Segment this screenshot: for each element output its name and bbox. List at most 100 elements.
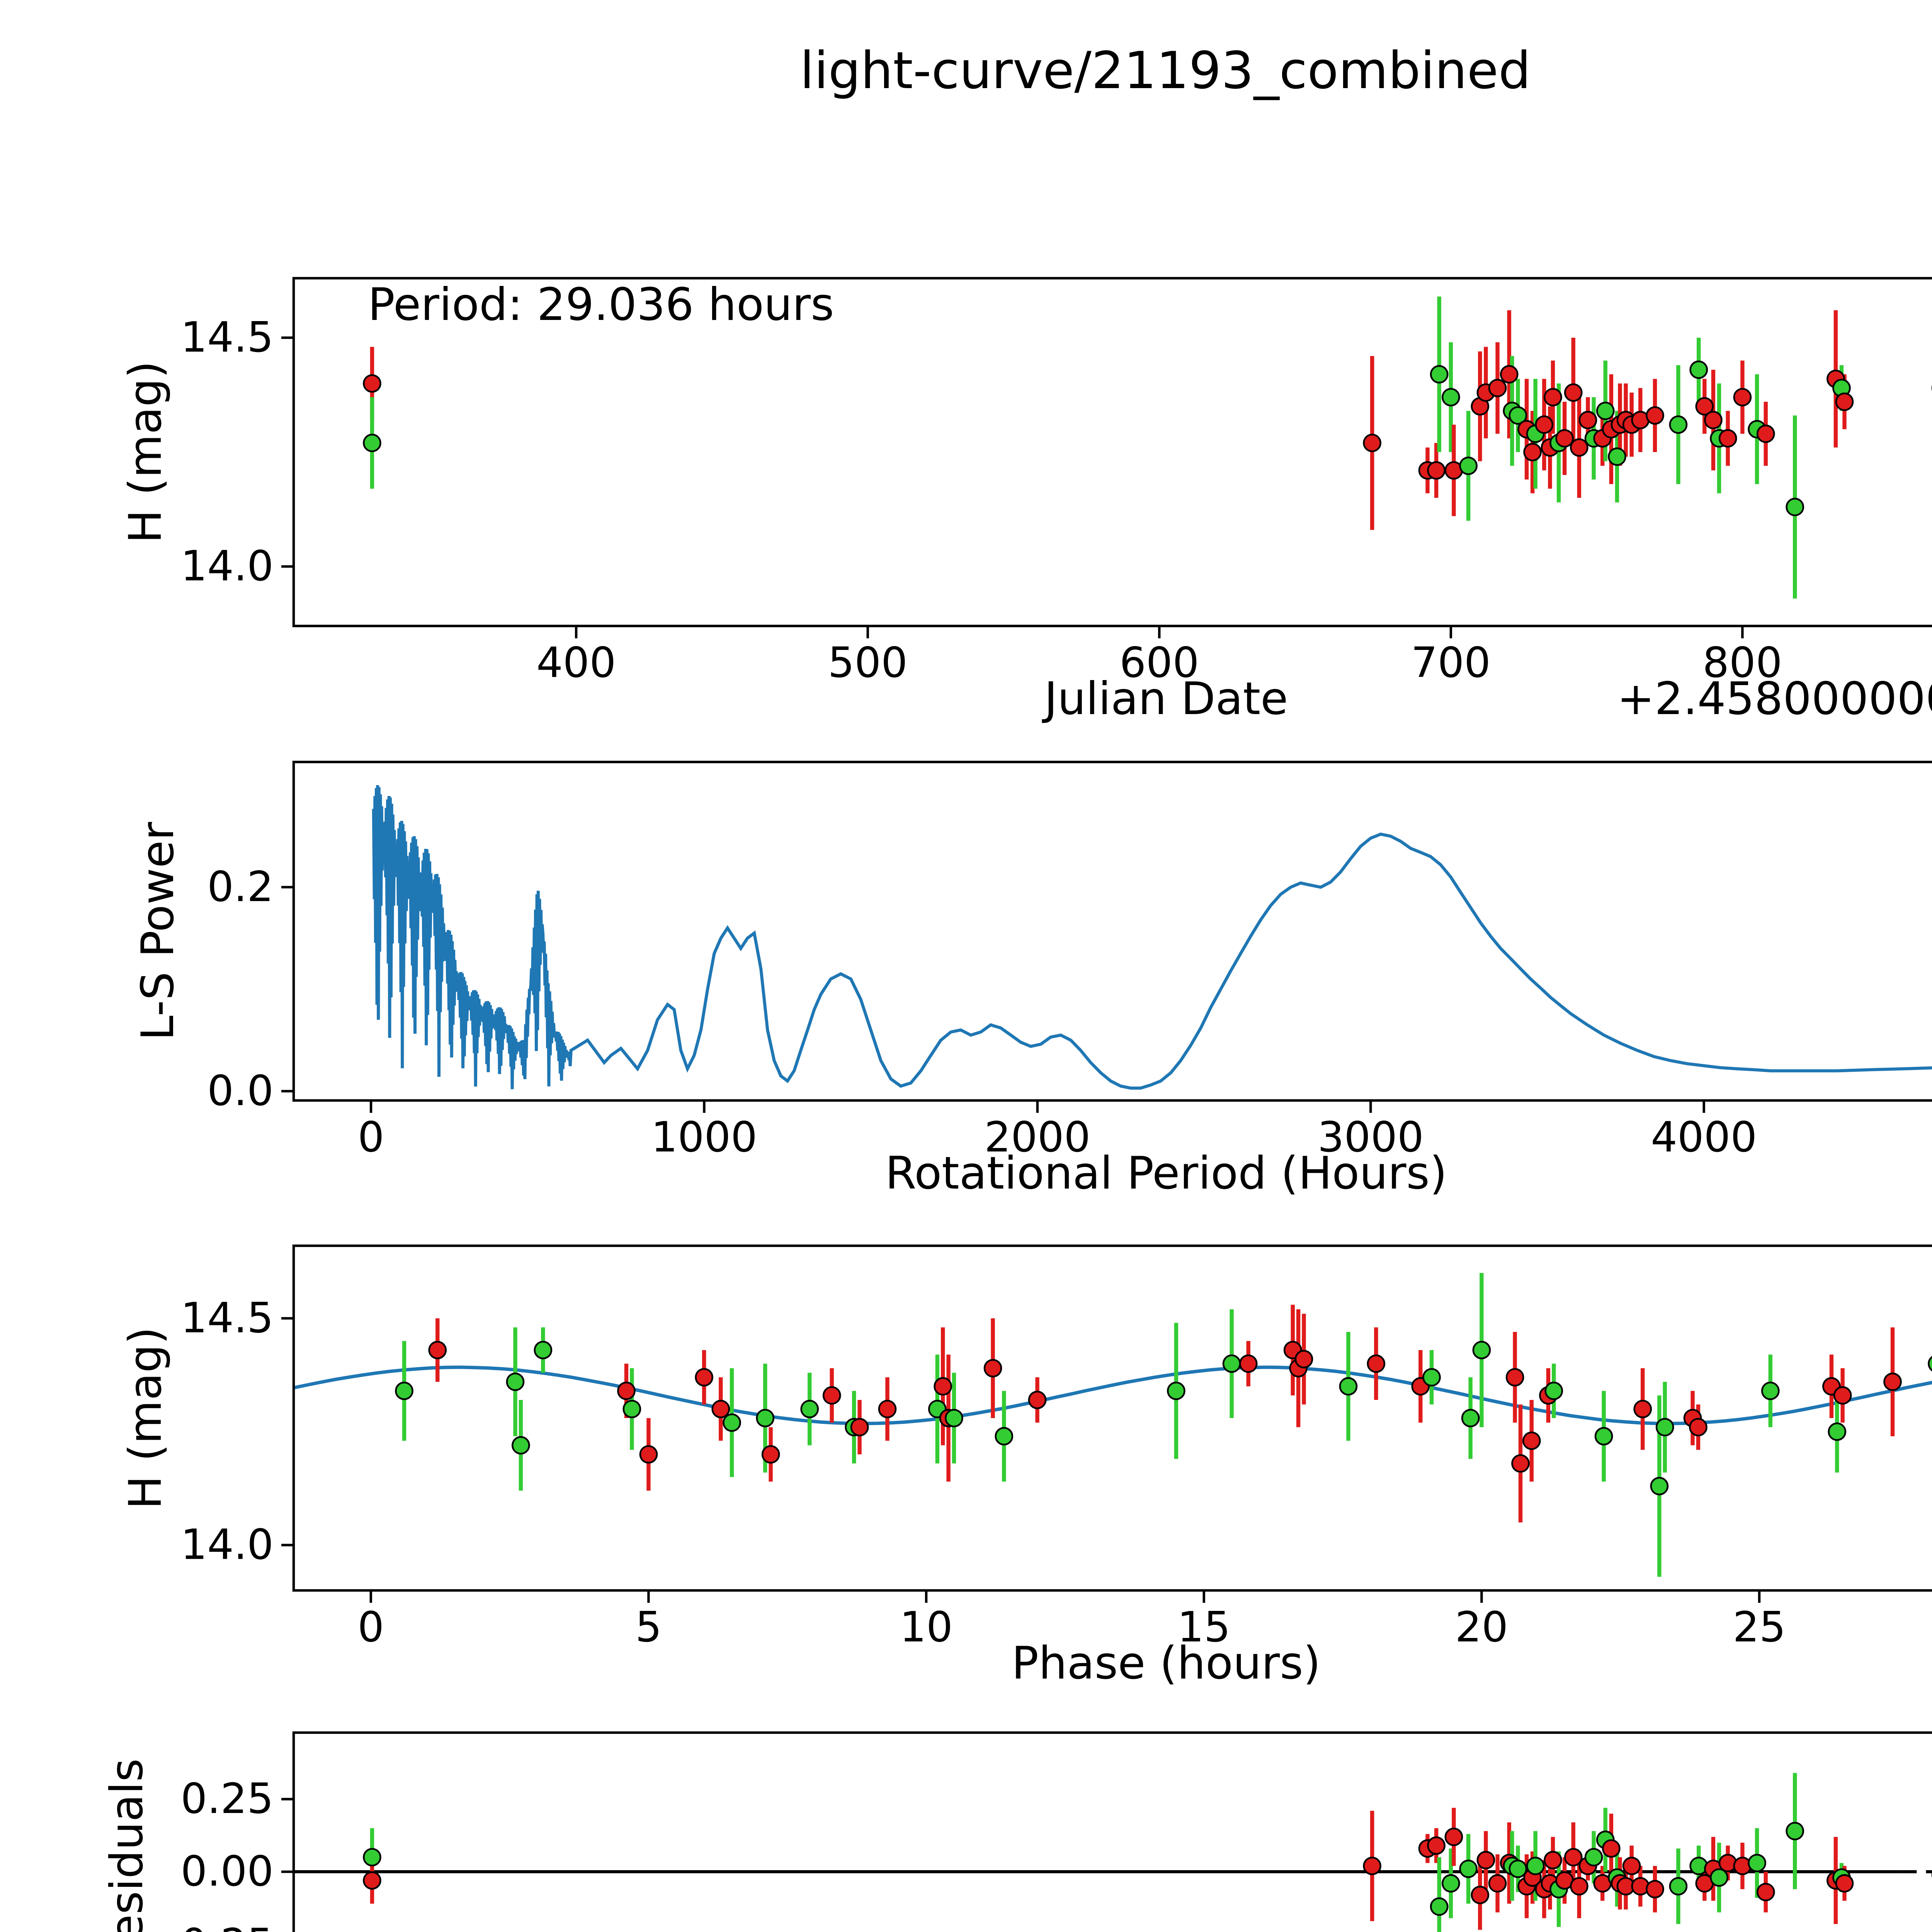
data-point xyxy=(1883,1372,1902,1391)
data-point xyxy=(1167,1381,1185,1400)
data-point xyxy=(1718,1854,1737,1872)
axes-frame xyxy=(292,1731,1932,1932)
lightcurve-xlabel: Julian Date xyxy=(1042,673,1288,725)
data-point xyxy=(1835,1874,1854,1893)
phased-ylabel: H (mag) xyxy=(119,1327,172,1509)
data-point xyxy=(1733,1857,1752,1875)
periodogram-ylabel: L-S Power xyxy=(132,822,184,1041)
lightcurve-ylabel: H (mag) xyxy=(119,361,172,543)
data-point xyxy=(1622,1857,1641,1875)
x-tick-label: 400 xyxy=(536,639,616,687)
x-tick-label: 20 xyxy=(1455,1603,1508,1651)
data-point xyxy=(1835,392,1854,411)
data-point xyxy=(1704,411,1723,429)
periodogram-xlabel: Rotational Period (Hours) xyxy=(885,1147,1447,1199)
axes-frame xyxy=(292,1244,1932,1592)
data-point xyxy=(1444,1828,1463,1846)
data-point xyxy=(1427,1836,1446,1855)
data-point xyxy=(1646,1880,1664,1898)
data-point xyxy=(1442,1874,1460,1893)
data-point xyxy=(983,1359,1002,1378)
data-point xyxy=(723,1413,741,1432)
data-point xyxy=(1570,438,1588,457)
data-point xyxy=(800,1400,819,1418)
data-point xyxy=(1786,1822,1804,1840)
y-tick-label: −0.25 xyxy=(146,1920,274,1932)
data-point xyxy=(363,1848,381,1867)
x-tick-label: 700 xyxy=(1411,639,1491,687)
data-point xyxy=(506,1372,525,1391)
phased-xlabel: Phase (hours) xyxy=(1012,1637,1321,1689)
data-point xyxy=(428,1341,447,1359)
period-annotation: Period: 29.036 hours xyxy=(368,279,834,331)
data-point xyxy=(1544,1851,1562,1869)
data-point xyxy=(639,1445,658,1464)
x-tick-label: 4000 xyxy=(1651,1113,1757,1162)
data-point xyxy=(1511,1454,1530,1473)
data-point xyxy=(1596,401,1615,420)
data-point xyxy=(1476,1851,1495,1869)
data-point xyxy=(617,1381,636,1400)
data-point xyxy=(1710,1868,1728,1887)
data-point xyxy=(1544,388,1562,406)
axes-frame xyxy=(292,760,1932,1102)
data-point xyxy=(756,1409,775,1427)
data-point xyxy=(1928,1356,1932,1372)
data-point xyxy=(1363,434,1381,452)
data-point xyxy=(1523,443,1542,461)
data-point xyxy=(1594,1427,1613,1446)
data-point xyxy=(850,1418,869,1437)
x-tick-label: 25 xyxy=(1733,1603,1786,1651)
data-point xyxy=(1633,1400,1652,1418)
x-tick-label: 600 xyxy=(1119,639,1199,687)
data-point xyxy=(1578,411,1597,429)
y-tick-label: 14.0 xyxy=(181,1521,274,1569)
data-point xyxy=(363,434,381,452)
data-point xyxy=(1422,1368,1441,1387)
data-point xyxy=(1367,1354,1386,1373)
data-point xyxy=(395,1381,413,1400)
data-point xyxy=(1669,1877,1688,1896)
data-point xyxy=(1669,415,1688,434)
data-point xyxy=(1459,456,1478,475)
data-point xyxy=(822,1386,841,1405)
data-point xyxy=(1339,1377,1358,1396)
data-point xyxy=(878,1400,897,1418)
data-point xyxy=(1459,1859,1478,1878)
x-tick-label: 1000 xyxy=(651,1113,757,1162)
data-point xyxy=(534,1341,553,1359)
data-point xyxy=(1471,1886,1490,1904)
x-tick-label: 5 xyxy=(635,1603,662,1651)
data-point xyxy=(1461,1409,1480,1427)
y-tick-label: 0.25 xyxy=(181,1775,274,1823)
axes-frame xyxy=(292,277,1932,628)
data-point xyxy=(711,1400,730,1418)
data-point xyxy=(622,1400,641,1418)
data-point xyxy=(1584,1848,1603,1867)
x-tick-label: 3000 xyxy=(1318,1113,1424,1162)
data-point xyxy=(1555,429,1574,448)
data-point xyxy=(1733,388,1752,406)
data-point xyxy=(1602,1839,1621,1858)
data-point xyxy=(363,1871,381,1890)
figure-title: light-curve/21193_combined xyxy=(800,40,1531,100)
data-point xyxy=(1430,365,1449,384)
data-point xyxy=(1509,406,1527,425)
panel-residuals: 400500600700800900−0.250.000.25Julian Da… xyxy=(101,1731,1932,1932)
data-point xyxy=(1526,1857,1545,1875)
data-point xyxy=(1786,498,1804,516)
data-point xyxy=(1442,388,1460,406)
data-point xyxy=(1294,1350,1313,1369)
data-point xyxy=(1655,1418,1674,1437)
data-point xyxy=(1505,1368,1524,1387)
data-point xyxy=(1544,1381,1563,1400)
x-tick-label: 500 xyxy=(828,639,908,687)
data-point xyxy=(1570,1877,1588,1896)
y-tick-label: 14.0 xyxy=(181,542,274,590)
data-point xyxy=(1427,461,1446,480)
